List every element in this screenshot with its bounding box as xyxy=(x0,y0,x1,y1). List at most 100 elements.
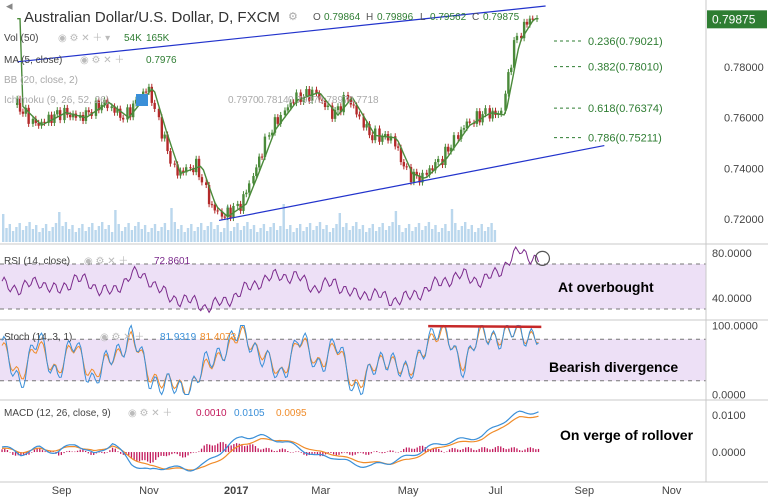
macd-histogram-bar xyxy=(241,445,243,453)
macd-histogram-bar xyxy=(435,448,437,453)
macd-histogram-bar xyxy=(168,452,170,456)
macd-histogram-bar xyxy=(265,447,267,453)
ichimoku-toggle-icon[interactable] xyxy=(136,94,148,106)
candle-body xyxy=(200,177,204,183)
volume-bar xyxy=(44,224,48,242)
volume-bar xyxy=(107,225,110,242)
volume-bar xyxy=(308,223,312,242)
macd-histogram-bar xyxy=(413,448,416,453)
candle-body xyxy=(147,86,151,92)
macd-histogram-bar xyxy=(516,448,518,453)
macd-histogram-bar xyxy=(529,447,532,453)
candle-body xyxy=(163,134,166,139)
macd-histogram-bar xyxy=(192,452,195,453)
trendline-upper-channel xyxy=(17,5,546,63)
macd-histogram-bar xyxy=(276,450,278,453)
chevron-icon[interactable]: ◂ xyxy=(6,0,13,13)
macd-histogram-bar xyxy=(327,452,329,453)
candle-body xyxy=(510,67,513,73)
volume-bar xyxy=(143,225,147,242)
candle-body xyxy=(176,164,179,176)
candle-body xyxy=(378,128,381,142)
volume-bar xyxy=(153,224,157,242)
candle-body xyxy=(213,204,217,211)
candle-body xyxy=(349,99,353,105)
macd-histogram-bar xyxy=(314,452,316,454)
macd-histogram-bar xyxy=(508,448,510,453)
candle-body xyxy=(468,121,471,123)
candle-body xyxy=(295,92,298,104)
macd-histogram-bar xyxy=(459,449,461,453)
macd-histogram-bar xyxy=(416,447,418,453)
candle-body xyxy=(431,168,434,171)
macd-histogram-bar xyxy=(532,448,534,453)
volume-bar xyxy=(21,230,25,242)
candle-body xyxy=(252,176,255,184)
volume-bar xyxy=(490,223,493,242)
macd-histogram-bar xyxy=(106,452,108,453)
candle-body xyxy=(205,182,208,185)
macd-histogram-bar xyxy=(473,449,475,453)
volume-bar xyxy=(117,224,120,242)
settings-icon[interactable]: ⚙ xyxy=(288,11,298,23)
macd-histogram-bar xyxy=(257,448,259,453)
candle-body xyxy=(444,146,447,166)
volume-bar xyxy=(8,224,11,242)
candle-body xyxy=(126,107,129,120)
volume-bar xyxy=(239,230,242,242)
volume-bar xyxy=(176,229,180,242)
macd-histogram-bar xyxy=(33,449,36,453)
volume-bar xyxy=(97,226,101,242)
macd-histogram-bar xyxy=(103,452,106,454)
macd-histogram-bar xyxy=(44,451,46,453)
volume-bar xyxy=(322,229,325,242)
macd-histogram-bar xyxy=(454,448,456,453)
candle-body xyxy=(84,110,88,121)
candle-body xyxy=(352,104,355,106)
macd-histogram-bar xyxy=(82,449,84,453)
candle-body xyxy=(333,110,337,119)
macd-histogram-bar xyxy=(368,452,370,455)
stoch-panel xyxy=(0,324,706,396)
candle-body xyxy=(68,114,72,118)
volume-bar xyxy=(213,229,216,242)
price-y-tick-label: 0.74000 xyxy=(724,163,764,175)
macd-histogram-bar xyxy=(260,449,262,453)
fib-level-label: 0.236(0.79021) xyxy=(588,36,663,48)
ohlc-h-value: 0.79896 xyxy=(377,12,414,23)
indicator-controls-icon[interactable]: ◉ ⚙ ✕ ＋ xyxy=(100,332,144,343)
oscillator-y-tick-label: 0.0000 xyxy=(712,447,746,459)
candle-body xyxy=(286,107,290,111)
macd-histogram-bar xyxy=(98,452,100,453)
candle-body xyxy=(315,89,318,94)
candle-body xyxy=(173,163,176,165)
candle-body xyxy=(71,113,75,118)
ohlc-c-label: C xyxy=(472,12,479,23)
macd-histogram-bar xyxy=(378,452,381,453)
candle-body xyxy=(299,92,302,102)
volume-bar xyxy=(167,230,170,242)
indicator-controls-icon[interactable]: ◉ ⚙ ✕ ＋ ▾ xyxy=(58,33,110,44)
rsi-value: 72.8601 xyxy=(154,256,191,267)
indicator-controls-icon[interactable]: ◉ ⚙ ✕ ＋ xyxy=(80,55,124,66)
oscillator-y-tick-label: 0.0100 xyxy=(712,410,746,422)
volume-bar xyxy=(493,230,497,242)
macd-histogram-bar xyxy=(308,452,311,456)
indicator-controls-icon[interactable]: ◉ ⚙ ✕ ＋ xyxy=(84,256,128,267)
candle-body xyxy=(153,102,156,109)
candle-body xyxy=(515,35,519,41)
candle-body xyxy=(166,134,169,152)
volume-bar xyxy=(147,232,150,242)
ichimoku-value-3: 0.7937 xyxy=(288,95,319,106)
candle-body xyxy=(475,111,479,124)
current-price-label: 0.79875 xyxy=(712,12,756,26)
candle-body xyxy=(522,21,526,39)
volume-bar xyxy=(450,209,454,242)
overbought-oversold-band xyxy=(0,339,706,381)
x-tick-label: Jul xyxy=(488,485,502,497)
indicator-controls-icon[interactable]: ◉ ⚙ ✕ ＋ xyxy=(128,408,172,419)
macd-histogram-bar xyxy=(87,452,89,454)
volume-bar xyxy=(437,232,440,242)
symbol-title: Australian Dollar/U.S. Dollar, D, FXCM xyxy=(24,9,280,26)
volume-bar xyxy=(203,230,206,242)
